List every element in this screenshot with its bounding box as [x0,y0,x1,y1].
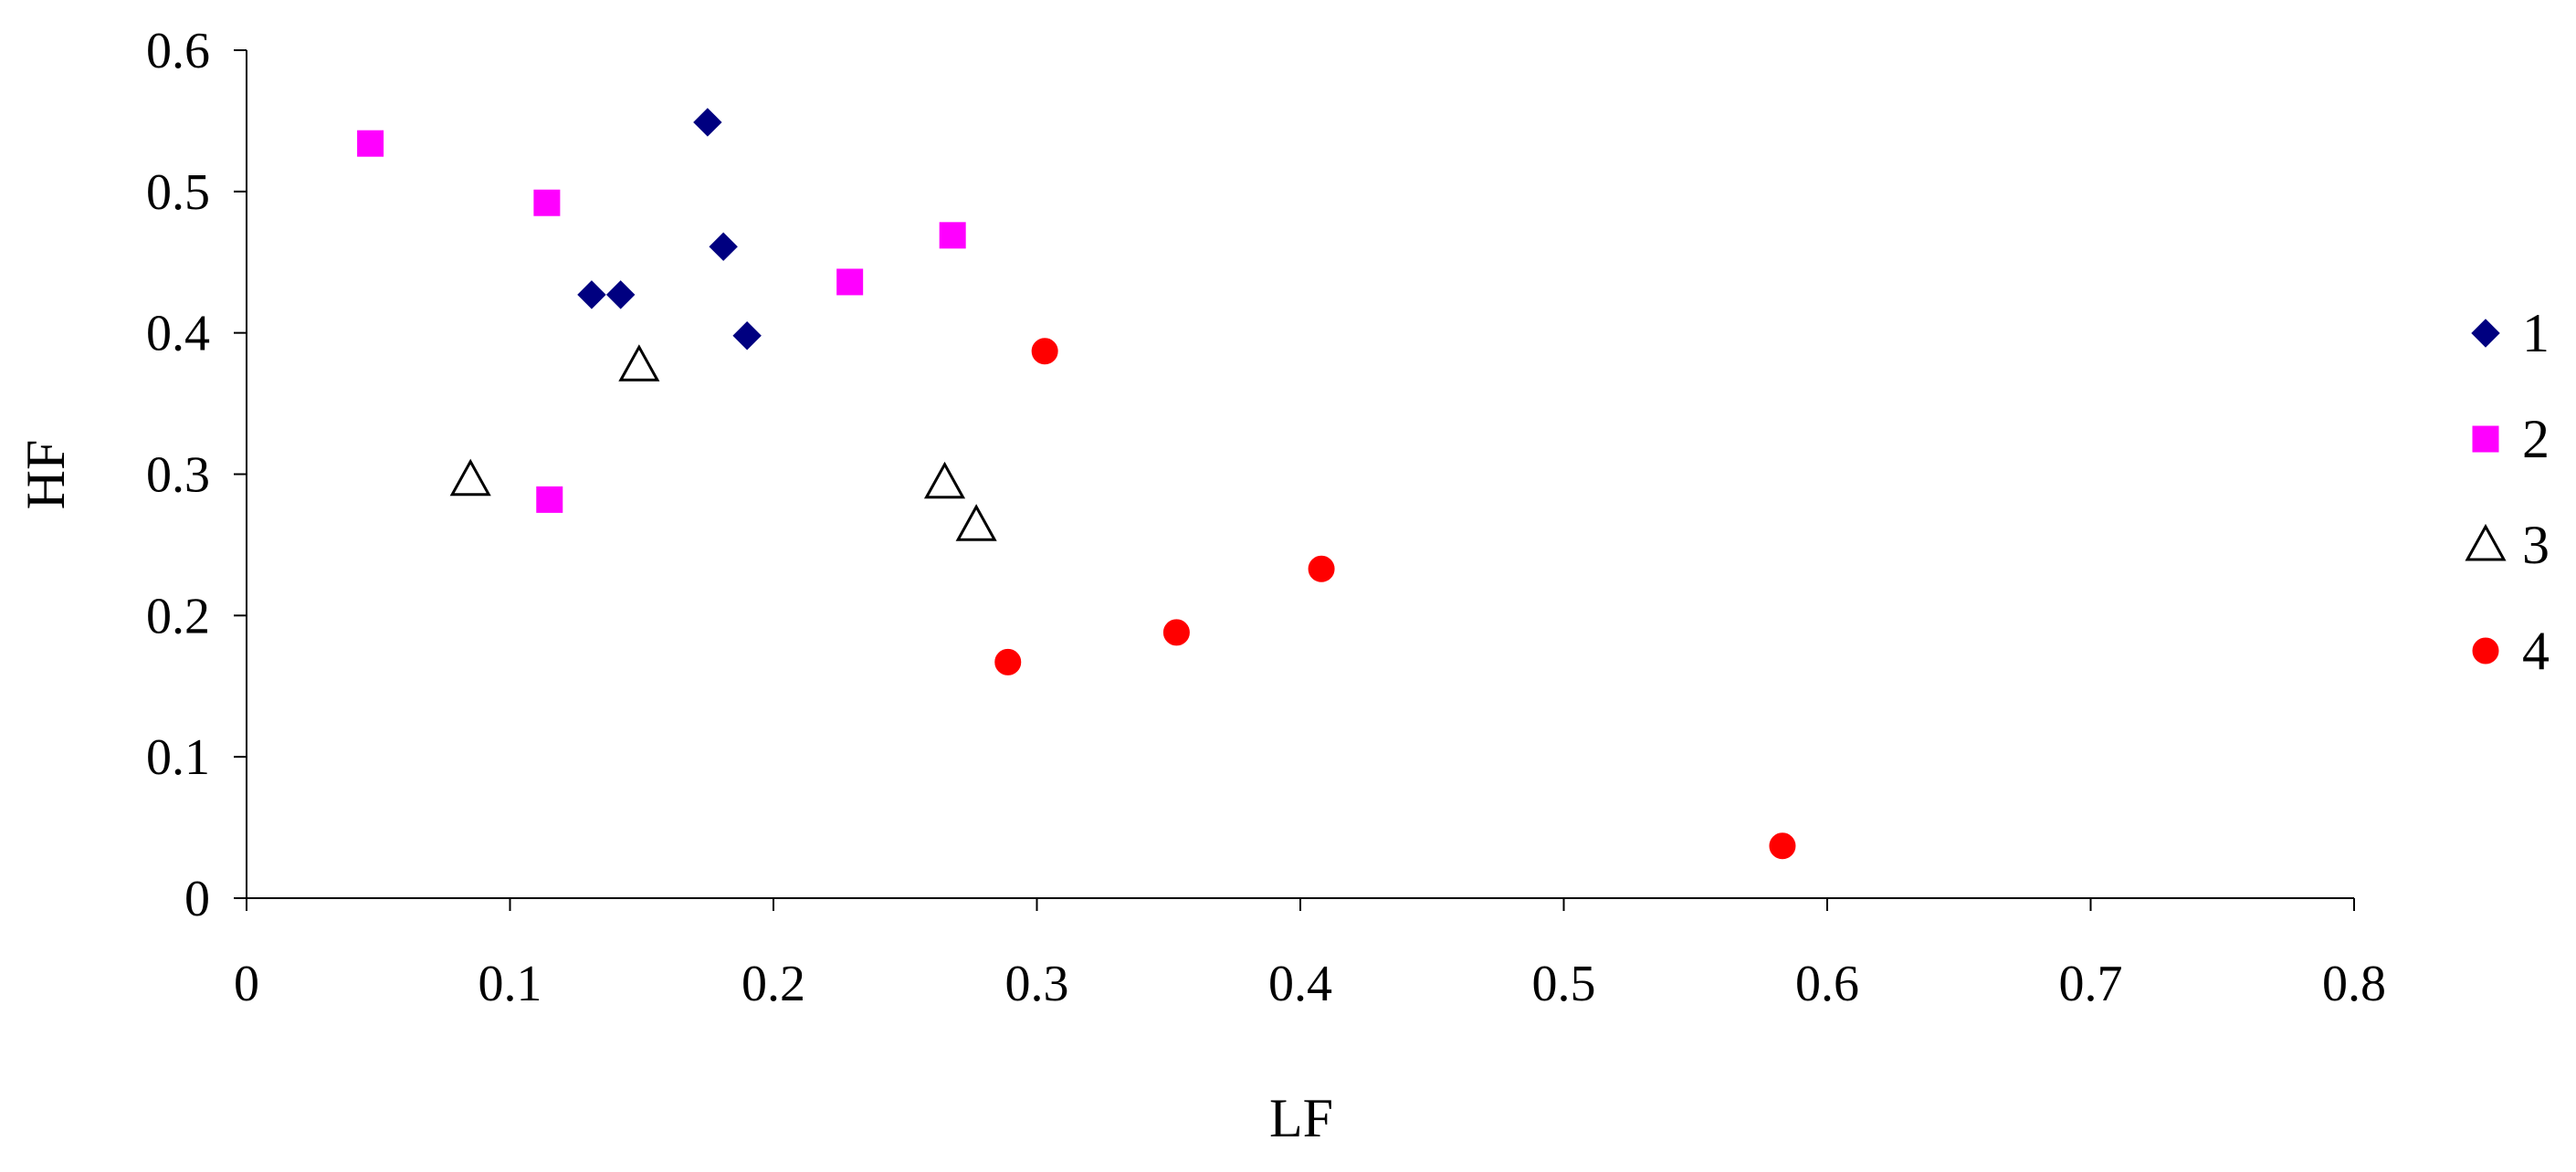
legend-marker [2472,637,2499,664]
tick-labels: 0 0.1 0.2 0.3 0.4 0.5 0.6 0 0.1 0.2 0.3 0.4 0.5 0.6 0.… [146,23,2386,1012]
data-point [836,268,864,296]
x-tick-label: 0.5 [1532,956,1596,1012]
x-tick-label: 0.4 [1268,956,1332,1012]
data-points [357,108,1796,860]
data-point [923,461,966,499]
y-tick-label: 0 [184,871,210,927]
y-tick-label: 0.3 [146,447,210,504]
x-tick-label: 0.6 [1795,956,1859,1012]
data-point [1769,832,1796,860]
data-point [994,648,1022,675]
x-axis-label: LF [1269,1088,1333,1148]
legend-label: 3 [2522,515,2550,575]
data-point [1308,555,1335,582]
x-tick-label: 0.8 [2322,956,2386,1012]
data-point [577,280,606,309]
series-3-points [449,344,997,541]
legend-marker [2471,319,2500,348]
series-4-points [994,338,1796,860]
data-point [536,486,563,513]
legend-item-3: 3 [2465,515,2550,575]
series-2-points [357,130,966,513]
data-point [732,321,762,351]
x-tick-label: 0.2 [741,956,805,1012]
data-point [449,458,491,497]
x-tick-label: 0.1 [478,956,542,1012]
data-point [618,344,660,382]
legend-marker [2472,425,2499,453]
data-point [1031,338,1058,365]
legend-item-4: 4 [2472,621,2550,681]
data-point [533,189,561,216]
legend-label: 4 [2522,621,2550,681]
y-tick-label: 0.2 [146,588,210,644]
legend-marker [2465,523,2507,561]
legend: 1 2 3 4 [2465,303,2550,681]
legend-item-1: 1 [2471,303,2550,363]
x-tick-label: 0.7 [2059,956,2123,1012]
legend-label: 2 [2522,409,2550,469]
x-tick-label: 0 [234,956,259,1012]
x-tick-label: 0.3 [1005,956,1069,1012]
data-point [709,232,738,261]
axes [234,49,2355,911]
legend-item-2: 2 [2472,409,2550,469]
data-point [955,504,997,541]
y-tick-label: 0.6 [146,23,210,79]
data-point [357,130,384,157]
y-tick-label: 0.5 [146,164,210,221]
data-point [605,280,636,309]
y-axis-label: HF [16,440,76,510]
y-tick-label: 0.1 [146,729,210,786]
y-tick-label: 0.4 [146,306,210,362]
data-point [939,222,966,249]
data-point [1162,619,1190,646]
series-1-points [577,108,762,351]
data-point [693,108,722,137]
legend-label: 1 [2522,303,2550,363]
